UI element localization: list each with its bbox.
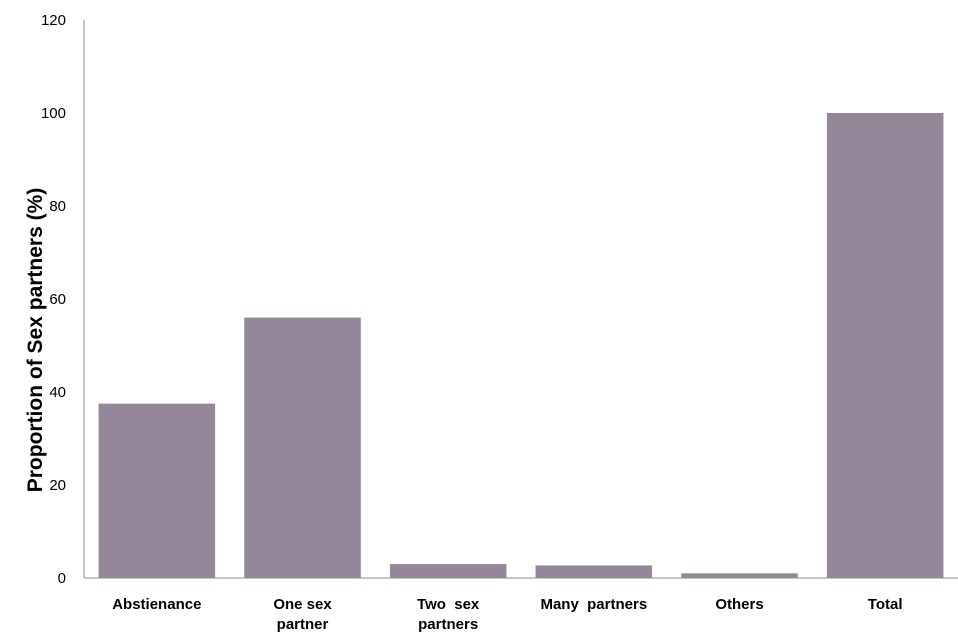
x-category-label: Many partners xyxy=(540,596,647,613)
x-category-label-line: Abstienance xyxy=(112,596,201,613)
x-category-label-line: One sex xyxy=(273,596,332,613)
x-category-label-line: Many partners xyxy=(540,596,647,613)
x-category-label: Others xyxy=(715,596,763,613)
x-category-label: One sex partner xyxy=(273,596,332,633)
y-tick-labels: 0 20 40 60 80 100 120 xyxy=(41,12,66,587)
bar xyxy=(244,317,361,578)
y-tick-label: 40 xyxy=(49,384,66,401)
bar xyxy=(389,564,507,578)
y-axis-title: Proportion of Sex partners (%) xyxy=(24,188,47,493)
x-category-label: Two sex partners xyxy=(417,596,480,633)
x-category-label: Abstienance xyxy=(112,596,201,613)
y-tick-label: 100 xyxy=(41,105,66,122)
x-category-label-line: partner xyxy=(277,616,329,633)
bar xyxy=(98,403,216,578)
x-category-label: Total xyxy=(868,596,903,613)
y-tick-label: 120 xyxy=(41,12,66,29)
x-category-label-line: partners xyxy=(418,616,478,633)
x-category-label-line: Others xyxy=(715,596,763,613)
axes xyxy=(83,20,958,579)
bar xyxy=(681,573,798,578)
x-category-label-line: Total xyxy=(868,596,903,613)
y-tick-label: 80 xyxy=(49,198,66,215)
y-tick-label: 20 xyxy=(49,477,66,494)
x-category-label-line: Two sex xyxy=(417,596,480,613)
bar xyxy=(535,565,653,578)
y-tick-label: 0 xyxy=(58,570,66,587)
x-category-labels: Abstienance One sex partner Two sex partners… xyxy=(112,596,902,633)
bar xyxy=(826,113,944,578)
bars xyxy=(98,113,944,578)
y-tick-label: 60 xyxy=(49,291,66,308)
